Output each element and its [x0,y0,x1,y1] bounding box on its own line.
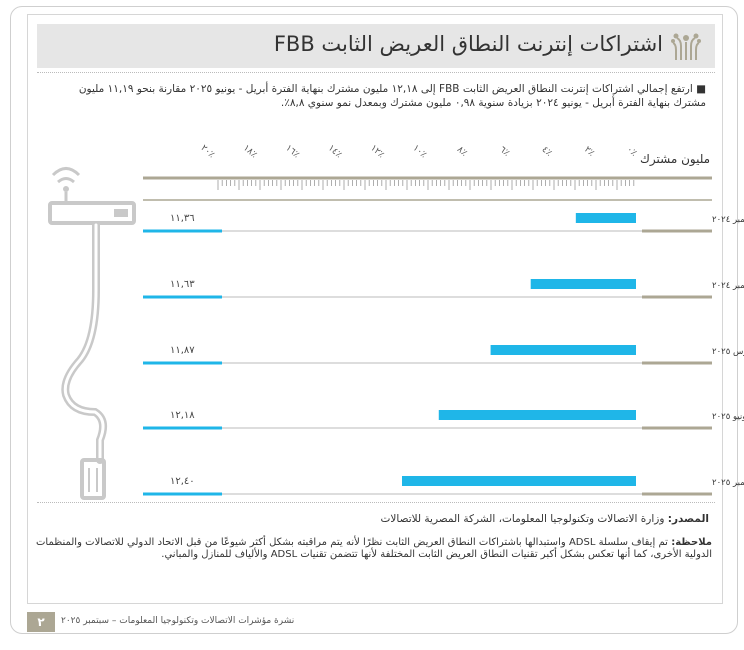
tick-label: ١٢٪ [368,143,386,160]
tick-label: ٠٪ [624,145,638,159]
divider-bottom [37,502,715,503]
axis-title: مليون مشترك [640,152,711,166]
bar [530,279,636,289]
category-label: يناير-مارس ٢٠٢٥ [712,347,744,357]
source-text: وزارة الاتصالات وتكنولوجيا المعلومات، ال… [380,513,665,525]
note-paragraph: ملاحظة: تم إيقاف سلسلة ADSL واستبدالها ب… [36,537,712,561]
wifi-arc-outer [51,167,81,177]
axis-ticks: ٠٪ ٢٪ ٤٪ ٦٪ ٨٪ ١٠٪ ١٢٪ ١٤٪ ١٦٪ ١٨٪ ٢٠٪ [143,143,712,201]
category-label: يوليو-سبتمبر ٢٠٢٥ [712,478,744,488]
intro-paragraph: ■ ارتفع إجمالي اشتراكات إنترنت النطاق ال… [78,83,706,109]
tick-label: ٨٪ [455,145,469,159]
category-label: أبريل-يونيو ٢٠٢٥ [712,410,744,422]
content-card [27,14,723,604]
category-label: أكتوبر-ديسمبر ٢٠٢٤ [712,279,744,291]
page-title: اشتراكات إنترنت النطاق العريض الثابت FBB [273,32,663,56]
wifi-dot [63,186,69,192]
router-port [114,209,128,217]
router-illustration [48,167,136,500]
page-number: ٢ [27,612,55,632]
tick-label: ١٤٪ [326,143,344,160]
tick-label: ٦٪ [497,145,511,159]
note-text: تم إيقاف سلسلة ADSL واستبدالها باشتراكات… [36,537,712,560]
tick-label: ٤٪ [540,145,554,159]
bar [490,345,636,355]
fiber-icon [671,33,701,60]
source-label: المصدر: [667,513,709,525]
bar [575,213,636,223]
title-bar: اشتراكات إنترنت النطاق العريض الثابت FBB [37,24,715,68]
divider-top [37,72,715,73]
tick-label: ٢٪ [582,145,596,159]
router-body [48,201,136,225]
cable-inner [63,223,105,462]
footer-text: نشرة مؤشرات الاتصالات وتكنولوجيا المعلوم… [61,616,295,626]
bar-value-label: ١١,٣٦ [170,213,195,224]
bars-group: ١١,٣٦ يوليو-سبتمبر ٢٠٢٤ ١١,٦٣ أكتوبر-ديسمبر… [143,213,744,496]
tick-label: ١٠٪ [411,143,429,160]
bar-value-label: ١٢,٤٠ [170,476,195,487]
bar [438,410,636,420]
category-label: يوليو-سبتمبر ٢٠٢٤ [712,215,744,225]
tick-label: ١٨٪ [241,143,259,160]
cable-plug [80,458,106,500]
bar-value-label: ١١,٦٣ [170,279,195,290]
bar-value-label: ١٢,١٨ [170,410,195,421]
bar [402,476,636,486]
wifi-arc-inner [57,177,75,184]
source-line: المصدر: وزارة الاتصالات وتكنولوجيا المعل… [381,513,709,525]
note-label: ملاحظة: [671,537,712,548]
tick-label: ١٦٪ [283,143,301,160]
bar-value-label: ١١,٨٧ [170,345,195,356]
footer: ٢ نشرة مؤشرات الاتصالات وتكنولوجيا المعل… [27,612,721,632]
tick-label: ٢٠٪ [199,143,217,160]
